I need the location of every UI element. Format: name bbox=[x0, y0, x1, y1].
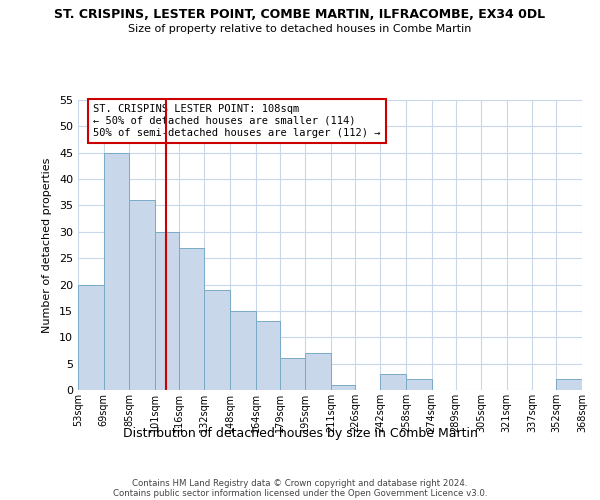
Bar bbox=[280, 358, 305, 390]
Bar bbox=[331, 384, 355, 390]
Text: Contains public sector information licensed under the Open Government Licence v3: Contains public sector information licen… bbox=[113, 488, 487, 498]
Bar bbox=[205, 290, 230, 390]
Bar bbox=[179, 248, 205, 390]
Bar bbox=[155, 232, 179, 390]
Bar bbox=[256, 322, 280, 390]
Text: Size of property relative to detached houses in Combe Martin: Size of property relative to detached ho… bbox=[128, 24, 472, 34]
Text: ST. CRISPINS, LESTER POINT, COMBE MARTIN, ILFRACOMBE, EX34 0DL: ST. CRISPINS, LESTER POINT, COMBE MARTIN… bbox=[55, 8, 545, 20]
Bar bbox=[104, 152, 129, 390]
Bar bbox=[78, 284, 104, 390]
Y-axis label: Number of detached properties: Number of detached properties bbox=[42, 158, 52, 332]
Bar bbox=[556, 380, 582, 390]
Bar bbox=[305, 353, 331, 390]
Bar bbox=[129, 200, 155, 390]
Text: ST. CRISPINS LESTER POINT: 108sqm
← 50% of detached houses are smaller (114)
50%: ST. CRISPINS LESTER POINT: 108sqm ← 50% … bbox=[93, 104, 380, 138]
Text: Contains HM Land Registry data © Crown copyright and database right 2024.: Contains HM Land Registry data © Crown c… bbox=[132, 478, 468, 488]
Bar bbox=[380, 374, 406, 390]
Bar bbox=[230, 311, 256, 390]
Text: Distribution of detached houses by size in Combe Martin: Distribution of detached houses by size … bbox=[122, 428, 478, 440]
Bar bbox=[406, 380, 431, 390]
